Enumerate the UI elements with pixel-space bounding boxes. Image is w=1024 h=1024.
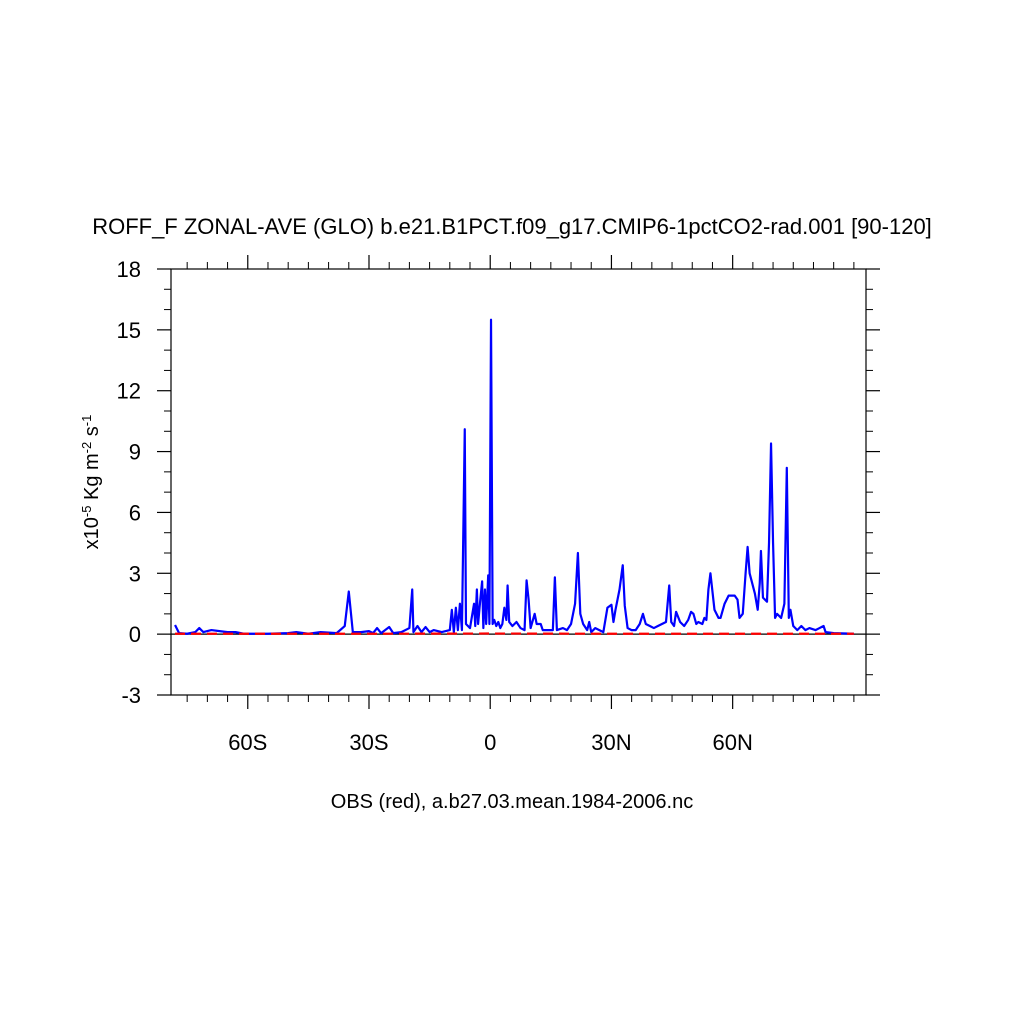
chart-title: ROFF_F ZONAL-AVE (GLO) b.e21.B1PCT.f09_g… xyxy=(92,214,932,239)
y-label-part: s xyxy=(81,426,103,442)
x-tick-label: 60N xyxy=(712,730,752,755)
y-label-part: x10 xyxy=(81,517,103,549)
y-tick-label: 6 xyxy=(129,500,141,525)
y-tick-label: 18 xyxy=(117,257,141,282)
y-tick-label: 9 xyxy=(129,440,141,465)
x-tick-label: 60S xyxy=(228,730,267,755)
x-axis-label: OBS (red), a.b27.03.mean.1984-2006.nc xyxy=(331,791,693,813)
y-tick-label: 3 xyxy=(129,561,141,586)
y-label-part: Kg m xyxy=(81,453,103,505)
y-label-part: -5 xyxy=(79,506,94,518)
x-tick-label: 30N xyxy=(591,730,631,755)
y-axis-label: x10-5 Kg m-2 s-1 xyxy=(79,415,104,550)
y-tick-label: 12 xyxy=(117,379,141,404)
y-tick-label: 0 xyxy=(129,622,141,647)
y-tick-label: 15 xyxy=(117,318,141,343)
y-label-part: -1 xyxy=(79,415,94,427)
y-label-part: -2 xyxy=(79,442,94,454)
y-tick-label: -3 xyxy=(121,683,141,708)
x-tick-label: 30S xyxy=(349,730,388,755)
plot-frame xyxy=(170,268,867,696)
series-line xyxy=(174,318,854,635)
x-tick-label: 0 xyxy=(484,730,496,755)
